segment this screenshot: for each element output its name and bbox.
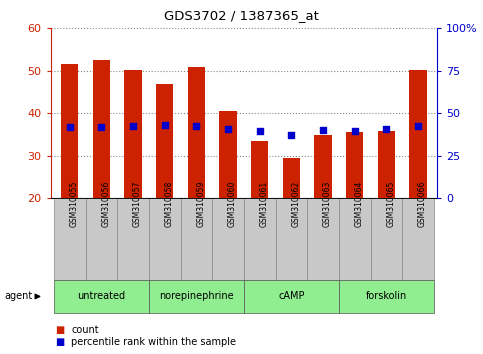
Point bbox=[66, 124, 73, 130]
Bar bbox=[188, 67, 205, 198]
Bar bbox=[339, 198, 370, 280]
Text: forskolin: forskolin bbox=[366, 291, 407, 302]
Point bbox=[161, 122, 169, 128]
Bar bbox=[410, 69, 427, 198]
Bar bbox=[149, 280, 244, 313]
Text: GSM310066: GSM310066 bbox=[418, 181, 427, 227]
Point bbox=[224, 126, 232, 131]
Bar bbox=[378, 131, 395, 198]
Text: GSM310061: GSM310061 bbox=[260, 181, 269, 227]
Text: GSM310065: GSM310065 bbox=[386, 181, 396, 227]
Text: GSM310056: GSM310056 bbox=[101, 181, 111, 227]
Bar bbox=[251, 141, 269, 198]
Bar bbox=[307, 198, 339, 280]
Bar bbox=[244, 280, 339, 313]
Point bbox=[351, 128, 359, 133]
Bar bbox=[54, 198, 85, 280]
Text: agent: agent bbox=[5, 291, 33, 302]
Bar bbox=[276, 198, 307, 280]
Text: GSM310063: GSM310063 bbox=[323, 181, 332, 227]
Text: percentile rank within the sample: percentile rank within the sample bbox=[71, 337, 237, 347]
Bar bbox=[117, 198, 149, 280]
Text: GSM310057: GSM310057 bbox=[133, 181, 142, 227]
Text: ■: ■ bbox=[56, 325, 65, 335]
Point bbox=[287, 132, 295, 138]
Text: GDS3702 / 1387365_at: GDS3702 / 1387365_at bbox=[164, 9, 319, 22]
Text: GSM310062: GSM310062 bbox=[291, 181, 300, 227]
Point bbox=[256, 128, 264, 134]
Bar bbox=[244, 198, 276, 280]
Text: untreated: untreated bbox=[77, 291, 126, 302]
Point bbox=[98, 124, 105, 130]
Bar bbox=[370, 198, 402, 280]
Bar bbox=[93, 60, 110, 198]
Bar bbox=[156, 84, 173, 198]
Text: GSM310055: GSM310055 bbox=[70, 181, 79, 227]
Bar bbox=[283, 158, 300, 198]
Bar bbox=[61, 64, 78, 198]
Text: ■: ■ bbox=[56, 337, 65, 347]
Text: norepinephrine: norepinephrine bbox=[159, 291, 234, 302]
Bar bbox=[402, 198, 434, 280]
Point bbox=[383, 126, 390, 131]
Bar bbox=[219, 111, 237, 198]
Text: GSM310058: GSM310058 bbox=[165, 181, 174, 227]
Point bbox=[129, 123, 137, 129]
Text: GSM310060: GSM310060 bbox=[228, 181, 237, 227]
Text: GSM310059: GSM310059 bbox=[197, 181, 205, 227]
Point bbox=[193, 123, 200, 129]
Text: count: count bbox=[71, 325, 99, 335]
Point bbox=[414, 123, 422, 129]
Bar bbox=[124, 69, 142, 198]
Text: cAMP: cAMP bbox=[278, 291, 305, 302]
Bar bbox=[314, 135, 332, 198]
Bar bbox=[339, 280, 434, 313]
Text: GSM310064: GSM310064 bbox=[355, 181, 364, 227]
Bar bbox=[54, 280, 149, 313]
Bar bbox=[212, 198, 244, 280]
Bar bbox=[149, 198, 181, 280]
Bar bbox=[181, 198, 212, 280]
Bar bbox=[346, 132, 364, 198]
Bar bbox=[85, 198, 117, 280]
Point bbox=[319, 127, 327, 133]
